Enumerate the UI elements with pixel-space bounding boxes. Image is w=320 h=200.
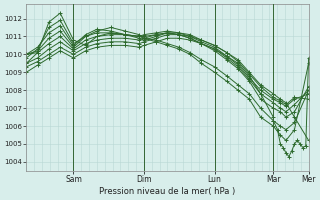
X-axis label: Pression niveau de la mer( hPa ): Pression niveau de la mer( hPa ) xyxy=(99,187,236,196)
